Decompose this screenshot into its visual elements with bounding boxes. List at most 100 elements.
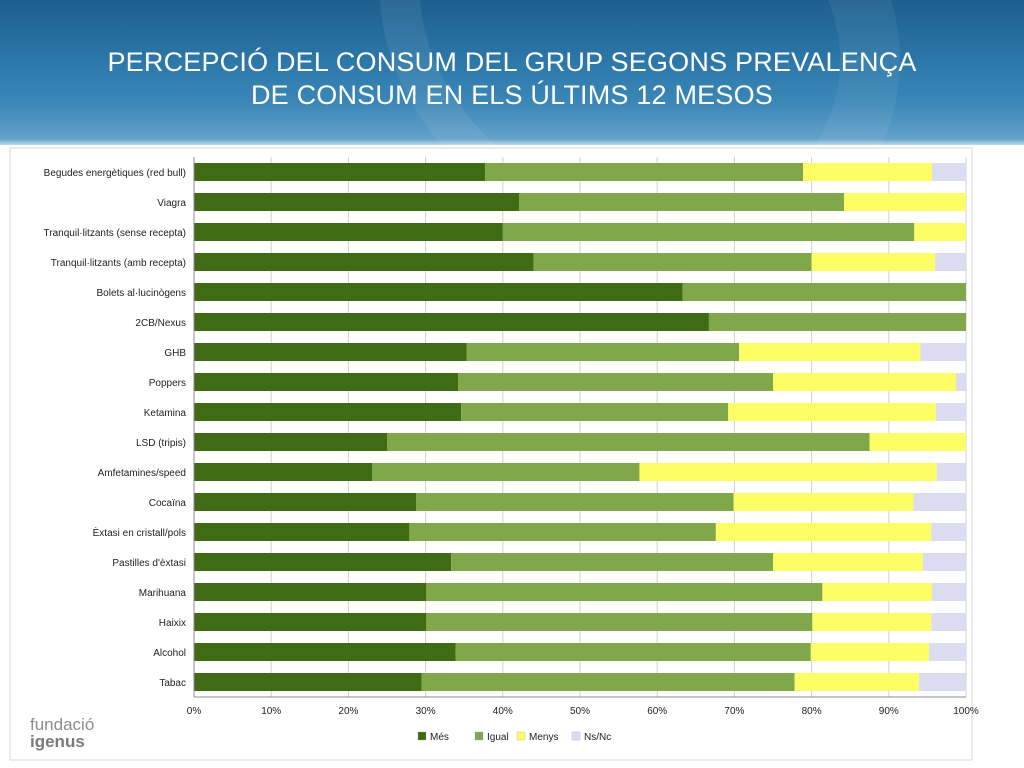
bar-segment-m-s <box>194 613 427 631</box>
bar-segment-menys <box>739 343 921 361</box>
x-tick-label: 0% <box>187 706 202 717</box>
x-tick-label: 50% <box>570 706 590 717</box>
bar-segment-igual <box>455 643 811 661</box>
bar-segment-ns-nc <box>931 613 966 631</box>
bar-segment-ns-nc <box>932 163 966 181</box>
bar-segment-m-s <box>194 523 410 541</box>
bar-segment-ns-nc <box>935 253 966 271</box>
bar-segment-menys <box>812 613 932 631</box>
x-tick-label: 90% <box>879 706 899 717</box>
bar-segment-igual <box>502 223 915 241</box>
legend-label: Menys <box>529 732 558 743</box>
bar-segment-igual <box>451 553 773 571</box>
bar-segment-igual <box>426 613 813 631</box>
title-line-1: PERCEPCIÓ DEL CONSUM DEL GRUP SEGONS PRE… <box>107 47 917 77</box>
bar-segment-menys <box>811 253 936 271</box>
bar-segment-menys <box>844 193 966 211</box>
category-label: Alcohol <box>153 648 186 659</box>
header-banner: PERCEPCIÓ DEL CONSUM DEL GRUP SEGONS PRE… <box>0 0 1024 145</box>
foundation-logo: fundació igenus <box>30 716 140 750</box>
bar-segment-igual <box>682 283 966 301</box>
category-label: Bolets al·lucinògens <box>97 288 187 299</box>
bar-segment-igual <box>458 373 773 391</box>
bar-segment-igual <box>421 673 795 691</box>
category-label: Èxtasi en cristall/pols <box>93 526 186 539</box>
category-label: Ketamina <box>144 408 187 419</box>
category-label: LSD (tripis) <box>136 438 186 449</box>
category-label: Poppers <box>149 378 186 389</box>
bar-segment-menys <box>914 223 966 241</box>
legend-label: Igual <box>487 732 509 743</box>
bar-segment-menys <box>869 433 966 451</box>
logo-line-1: fundació <box>30 715 95 734</box>
category-label: GHB <box>164 348 186 359</box>
legend-swatch <box>516 731 526 741</box>
bar-segment-ns-nc <box>920 343 966 361</box>
category-label: Pastilles d'èxtasi <box>112 558 186 569</box>
x-tick-label: 20% <box>338 706 358 717</box>
bar-segment-m-s <box>194 463 373 481</box>
bar-segment-ns-nc <box>913 493 966 511</box>
x-tick-label: 10% <box>261 706 281 717</box>
bar-segment-ns-nc <box>955 373 966 391</box>
category-label: Tabac <box>159 678 186 689</box>
bar-segment-m-s <box>194 403 462 421</box>
category-label: Tranquil·litzants (sense recepta) <box>44 228 186 239</box>
bar-segment-igual <box>708 313 966 331</box>
bar-segment-igual <box>485 163 804 181</box>
bar-segment-m-s <box>194 643 456 661</box>
bar-segment-igual <box>387 433 870 451</box>
logo-line-2: igenus <box>30 732 85 751</box>
bar-segment-m-s <box>194 223 503 241</box>
x-tick-label: 40% <box>493 706 513 717</box>
bar-segment-m-s <box>194 313 709 331</box>
category-label: Cocaïna <box>149 498 187 509</box>
category-label: 2CB/Nexus <box>135 318 186 329</box>
category-label: Viagra <box>157 198 186 209</box>
legend-label: Ns/Nc <box>584 732 611 743</box>
bar-segment-menys <box>773 373 956 391</box>
bar-segment-ns-nc <box>935 403 966 421</box>
bar-segment-menys <box>733 493 914 511</box>
x-tick-label: 70% <box>724 706 744 717</box>
bar-segment-ns-nc <box>931 523 966 541</box>
category-label: Begudes energètiques (red bull) <box>44 168 186 179</box>
bar-segment-m-s <box>194 583 427 601</box>
bar-segment-menys <box>773 553 923 571</box>
bar-segment-ns-nc <box>936 463 966 481</box>
bar-segment-igual <box>426 583 823 601</box>
title-line-2: DE CONSUM EN ELS ÚLTIMS 12 MESOS <box>250 80 773 110</box>
legend-swatch <box>474 731 484 741</box>
bar-segment-ns-nc <box>922 553 966 571</box>
slide-title: PERCEPCIÓ DEL CONSUM DEL GRUP SEGONS PRE… <box>40 46 984 112</box>
bar-segment-m-s <box>194 373 459 391</box>
bar-segment-igual <box>372 463 640 481</box>
chart-frame <box>9 147 973 761</box>
bar-segment-m-s <box>194 283 683 301</box>
legend-label: Més <box>430 732 449 743</box>
bar-segment-menys <box>794 673 919 691</box>
bar-segment-igual <box>533 253 812 271</box>
bar-segment-ns-nc <box>928 643 966 661</box>
bar-segment-menys <box>639 463 937 481</box>
category-label: Haixix <box>159 618 186 629</box>
bar-segment-ns-nc <box>918 673 966 691</box>
bar-segment-menys <box>715 523 932 541</box>
bar-segment-m-s <box>194 253 534 271</box>
x-tick-label: 60% <box>647 706 667 717</box>
banner-edge <box>0 139 1024 145</box>
bar-segment-m-s <box>194 343 467 361</box>
bar-segment-igual <box>416 493 734 511</box>
bar-segment-m-s <box>194 673 422 691</box>
x-tick-label: 100% <box>953 706 979 717</box>
stacked-bar-chart: Begudes energètiques (red bull) Viagra Tra… <box>9 147 979 761</box>
bar-segment-igual <box>461 403 729 421</box>
bar-segment-menys <box>822 583 933 601</box>
bar-segment-m-s <box>194 433 387 451</box>
legend-swatch <box>417 731 427 741</box>
bar-segment-menys <box>728 403 936 421</box>
bar-segment-menys <box>810 643 929 661</box>
bar-segment-m-s <box>194 493 417 511</box>
bar-segment-m-s <box>194 193 520 211</box>
category-label: Marihuana <box>139 588 187 599</box>
